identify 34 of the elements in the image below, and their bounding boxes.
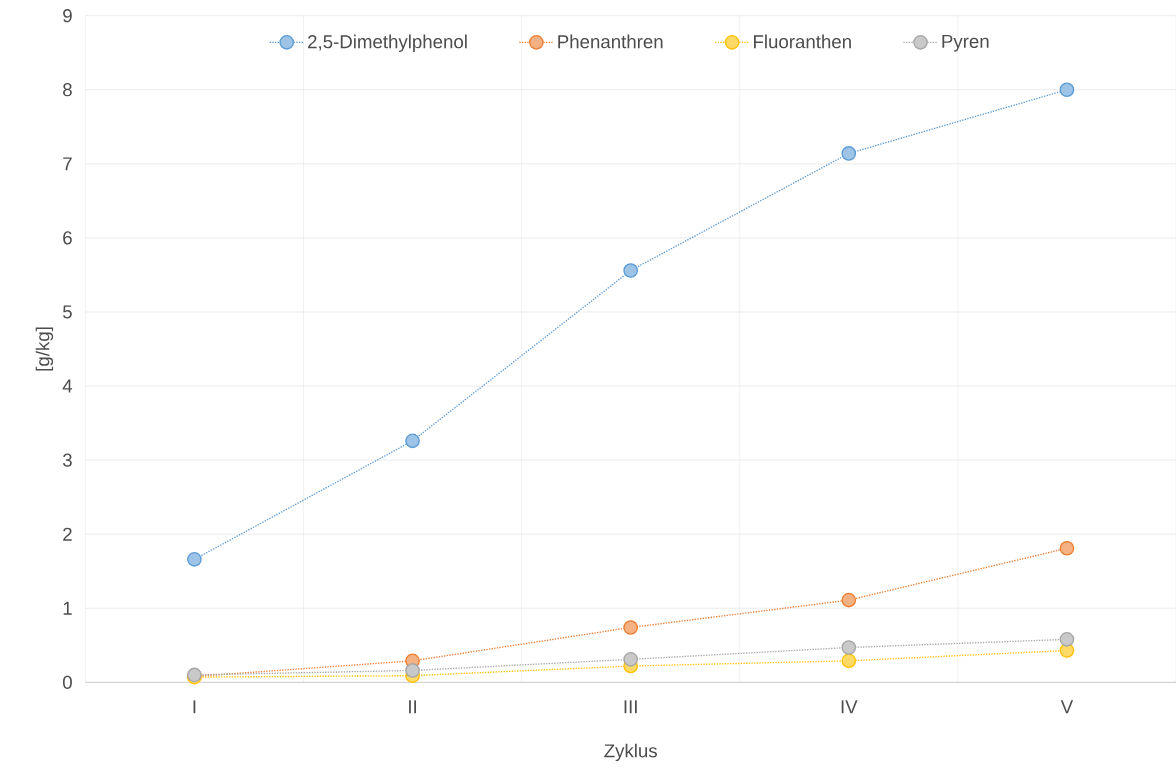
y-tick-label: 5 [63,305,72,319]
y-tick-label: 9 [63,9,72,23]
x-tick-label: II [409,700,417,714]
y-tick-label: 3 [62,453,72,467]
point [1059,632,1075,647]
point [187,552,202,567]
point [1059,540,1075,556]
x-axis-title: Zyklus [604,743,657,762]
y-tick-label: 6 [63,231,72,245]
y-tick-label: 8 [63,83,72,97]
y-tick-label: 4 [62,379,73,393]
x-tick-label: I [193,700,196,714]
y-tick-label: 0 [62,675,72,689]
point [1059,82,1075,98]
point [623,263,639,278]
point [405,433,420,449]
point [841,592,857,608]
point [841,640,857,655]
y-tick-label: 2 [63,527,72,541]
y-tick-label: 1 [63,601,72,615]
x-tick-label: V [1060,700,1074,714]
y-tick-label: 7 [63,157,72,171]
y-axis-title: [g/kg] [35,327,54,371]
legend-label: Fluoranthen [754,34,851,49]
legend-label: 2,5-Dimethylphenol [308,34,467,52]
point [841,653,857,669]
legend-label: Phenanthren [558,34,663,49]
point [623,620,639,635]
point [841,146,857,161]
point [405,663,420,678]
x-tick-label: III [624,700,637,714]
point [623,652,639,667]
legend-label: Pyren [942,34,989,52]
x-tick-label: IV [841,700,858,714]
